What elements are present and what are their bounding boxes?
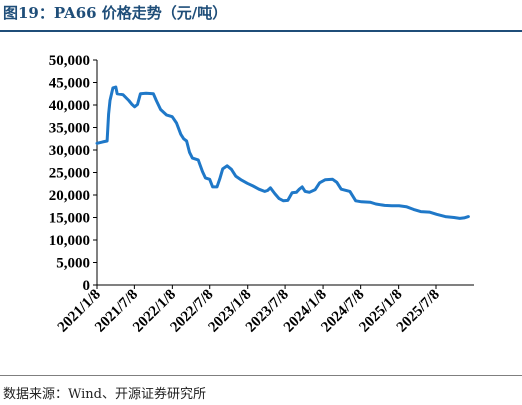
chart-title: 图19：PA66 价格走势（元/吨） (3, 4, 228, 22)
data-point (298, 188, 300, 190)
data-point (467, 216, 469, 218)
data-point (106, 140, 108, 142)
data-point (412, 208, 415, 210)
data-point (102, 141, 104, 143)
data-point (453, 216, 455, 219)
data-point (128, 99, 130, 102)
data-point (301, 186, 303, 188)
data-point (428, 211, 430, 213)
data-point (230, 168, 232, 170)
data-point (212, 186, 214, 188)
data-point (180, 133, 182, 135)
data-point (152, 93, 154, 95)
title-underline (0, 30, 522, 32)
data-point (355, 200, 357, 202)
data-point (122, 94, 124, 96)
data-point (324, 179, 326, 181)
data-point (115, 86, 117, 88)
y-tick-label: 40,000 (49, 98, 90, 114)
data-point (287, 199, 289, 201)
data-point (384, 204, 386, 206)
data-point (274, 193, 276, 195)
data-point (314, 189, 316, 191)
data-point (197, 159, 199, 161)
data-point (444, 216, 446, 218)
data-point (459, 217, 461, 219)
y-tick-label: 50,000 (49, 53, 90, 69)
data-point (252, 185, 254, 187)
y-tick-label: 35,000 (49, 121, 90, 137)
data-point (201, 171, 204, 173)
chart-area: 0 5,000 10,000 15,000 20,000 25,000 30,000 35,0… (49, 53, 474, 336)
data-point (420, 211, 422, 213)
data-point (375, 203, 377, 205)
data-point (186, 140, 188, 142)
data-point (112, 87, 114, 89)
data-point (332, 178, 334, 180)
data-point (391, 205, 393, 207)
x-axis: 2021/1/82021/7/82022/1/82022/7/82023/1/8… (55, 284, 474, 336)
data-point (116, 93, 118, 95)
data-point (240, 179, 243, 181)
data-point (109, 99, 111, 102)
data-point (264, 190, 266, 192)
y-tick-label: 10,000 (49, 233, 90, 249)
data-point (108, 113, 110, 115)
data-point (226, 165, 228, 167)
data-point (405, 206, 407, 208)
data-point (258, 188, 260, 190)
data-point (235, 175, 237, 177)
data-point (139, 93, 141, 95)
data-point (340, 188, 342, 190)
data-point (183, 138, 185, 140)
data-point (96, 142, 98, 144)
y-tick-label: 15,000 (49, 211, 90, 227)
y-tick-label: 5,000 (56, 256, 90, 272)
data-point (319, 182, 321, 184)
data-point (308, 191, 310, 193)
data-point (131, 103, 133, 105)
data-point (219, 178, 221, 180)
y-tick-label: 30,000 (49, 143, 90, 159)
y-tick-label: 25,000 (49, 166, 90, 182)
data-point (360, 201, 363, 203)
data-point (171, 116, 173, 118)
footer-divider (0, 375, 522, 376)
series-line (95, 85, 470, 220)
data-point (134, 106, 136, 108)
data-point (175, 122, 178, 124)
data-point (160, 108, 162, 111)
source-note: 数据来源：Wind、开源证券研究所 (3, 387, 206, 402)
data-point (463, 217, 465, 219)
data-point (295, 191, 297, 193)
data-point (155, 99, 157, 102)
series-group (95, 85, 470, 220)
y-tick-label: 20,000 (49, 188, 90, 204)
data-point (191, 157, 193, 159)
data-point (436, 213, 438, 215)
data-point (165, 114, 167, 116)
data-point (398, 205, 400, 207)
data-point (136, 103, 139, 106)
data-point (145, 92, 147, 94)
y-tick-label: 45,000 (49, 76, 90, 92)
data-point (209, 178, 211, 180)
data-point (188, 151, 191, 153)
data-point (246, 182, 248, 184)
data-point (222, 168, 224, 170)
data-point (278, 198, 280, 200)
data-point (282, 200, 284, 202)
data-point (266, 189, 269, 192)
data-point (269, 187, 271, 189)
data-point (291, 192, 293, 194)
data-point (204, 177, 206, 179)
y-axis: 0 5,000 10,000 15,000 20,000 25,000 30,000 35,0… (49, 53, 98, 294)
data-point (304, 190, 306, 192)
data-point (369, 201, 371, 203)
y-tick-label: 0 (83, 278, 91, 294)
data-point (216, 186, 218, 188)
data-point (336, 181, 338, 183)
data-point (349, 190, 351, 192)
